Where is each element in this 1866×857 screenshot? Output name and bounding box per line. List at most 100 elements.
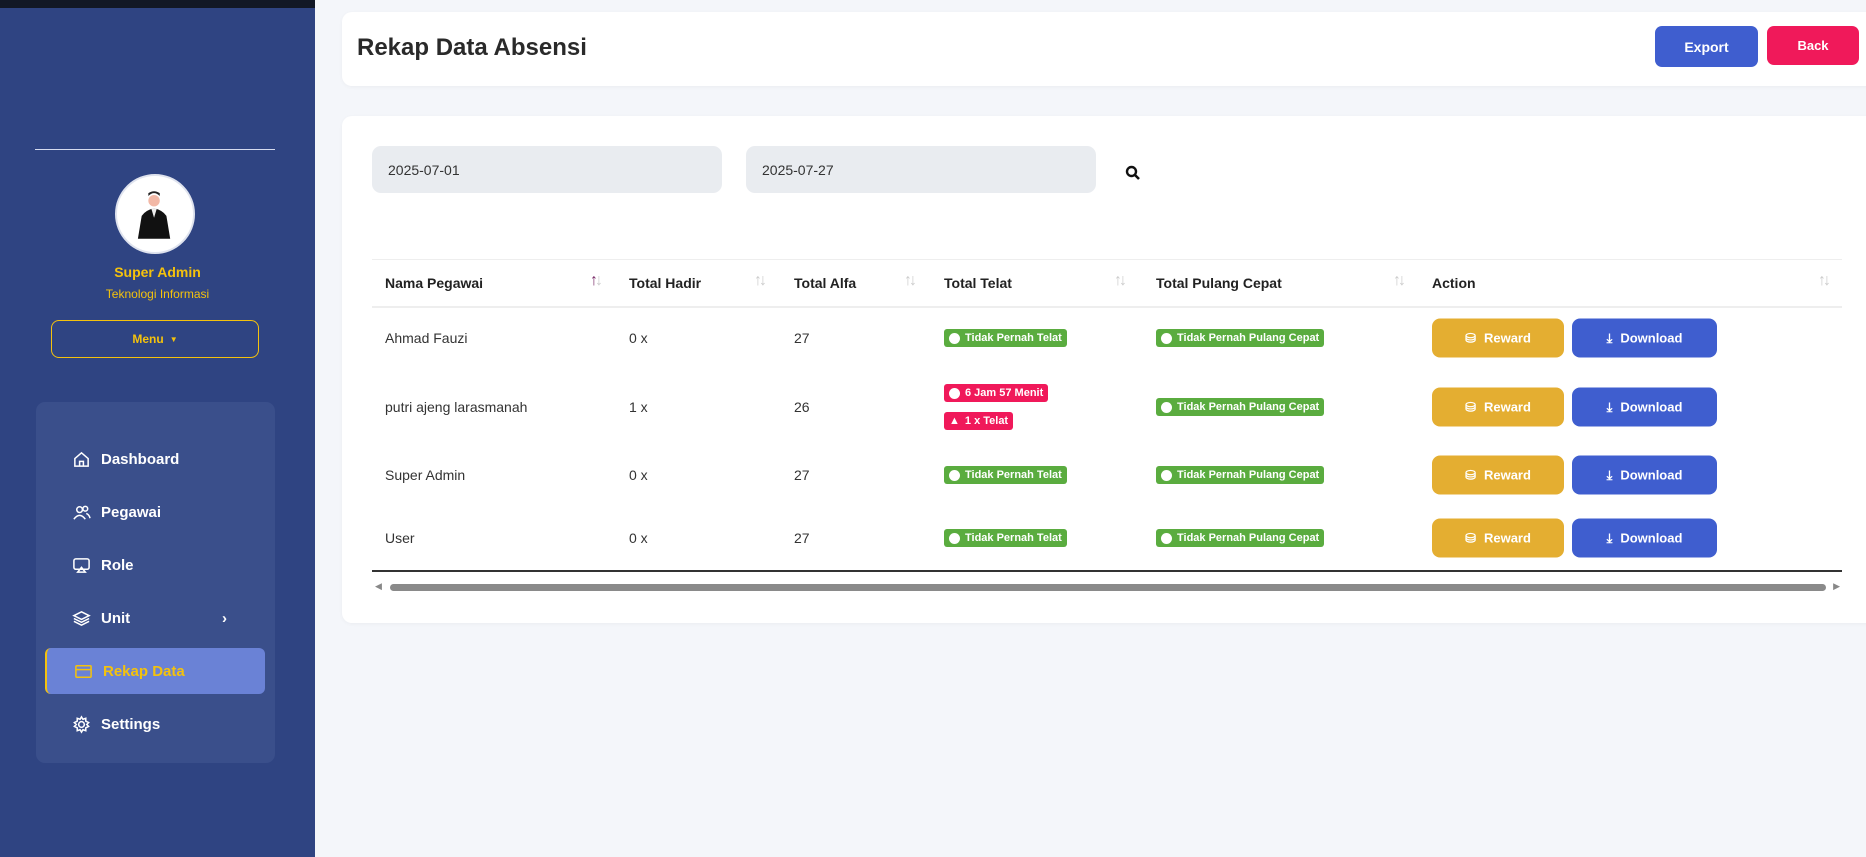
chevron-right-icon: › (222, 609, 227, 627)
badge-label: Tidak Pernah Pulang Cepat (1177, 332, 1320, 344)
col-header-hadir[interactable]: Total Hadir (629, 275, 702, 291)
total-hadir: 0 x (629, 530, 648, 546)
check-circle-icon (949, 469, 960, 481)
badge-label: Tidak Pernah Pulang Cepat (1177, 532, 1320, 544)
start-date-input[interactable]: 2025-07-01 (372, 146, 722, 193)
col-header-telat[interactable]: Total Telat (944, 275, 1012, 291)
badge-label: 1 x Telat (964, 415, 1009, 427)
end-date-input[interactable]: 2025-07-27 (746, 146, 1096, 193)
coins-icon: ⛁ (1465, 330, 1476, 345)
check-circle-icon (1161, 332, 1172, 344)
reward-button[interactable]: ⛁ Reward (1432, 387, 1564, 427)
sidebar-item-rekap-data[interactable]: Rekap Data (45, 648, 265, 694)
download-button[interactable]: ⤓ Download (1572, 387, 1717, 427)
page-title: Rekap Data Absensi (357, 34, 587, 61)
file-download-icon: ⤓ (1606, 467, 1613, 482)
sidebar-item-label: Settings (101, 715, 161, 733)
divider (35, 149, 275, 150)
user-name: Super Admin (114, 264, 201, 280)
user-unit: Teknologi Informasi (105, 287, 210, 301)
reward-label: Reward (1483, 530, 1531, 546)
sidebar-item-label: Unit (101, 609, 131, 627)
reward-button[interactable]: ⛁ Reward (1432, 455, 1564, 495)
reward-label: Reward (1483, 467, 1531, 483)
check-circle-icon (1161, 532, 1172, 544)
total-hadir: 0 x (629, 467, 648, 483)
download-label: Download (1620, 399, 1683, 415)
sort-icon[interactable]: ↑↓ (1393, 272, 1406, 289)
top-bar (0, 0, 315, 8)
home-icon (74, 451, 89, 467)
telat-badge: Tidak Pernah Telat (944, 329, 1067, 347)
sort-icon[interactable]: ↑↓ (904, 272, 917, 289)
reward-button[interactable]: ⛁ Reward (1432, 518, 1564, 558)
file-download-icon: ⤓ (1606, 330, 1613, 345)
sort-icon[interactable]: ↑↓ (1818, 272, 1831, 289)
menu-dropdown-button[interactable]: Menu ▼ (51, 320, 259, 358)
horizontal-scrollbar[interactable]: ◀ ▶ (375, 581, 1840, 591)
sidebar-item-dashboard[interactable]: Dashboard (45, 436, 265, 482)
telat-count-badge: ▲ 1 x Telat (944, 412, 1014, 430)
badge-label: Tidak Pernah Pulang Cepat (1177, 401, 1320, 413)
warning-icon: ▲ (949, 415, 960, 427)
sidebar-item-label: Dashboard (101, 450, 180, 468)
sidebar-item-label: Rekap Data (103, 662, 185, 680)
telat-badge: Tidak Pernah Telat (944, 466, 1067, 484)
users-icon (73, 505, 91, 520)
download-button[interactable]: ⤓ Download (1572, 518, 1717, 558)
total-hadir: 1 x (629, 399, 648, 415)
check-circle-icon (1161, 469, 1172, 481)
sort-asc-icon[interactable]: ↑ (590, 272, 598, 289)
avatar (115, 174, 195, 254)
coins-icon: ⛁ (1465, 530, 1476, 545)
pulang-badge: Tidak Pernah Pulang Cepat (1156, 529, 1325, 547)
check-circle-icon (1161, 401, 1172, 413)
file-download-icon: ⤓ (1606, 530, 1613, 545)
reward-label: Reward (1483, 399, 1531, 415)
col-header-pulang[interactable]: Total Pulang Cepat (1156, 275, 1282, 291)
nama-pegawai: putri ajeng larasmanah (385, 399, 528, 415)
nama-pegawai: User (385, 530, 415, 546)
telat-duration-badge: 6 Jam 57 Menit (944, 384, 1049, 402)
download-label: Download (1620, 330, 1683, 346)
export-button[interactable]: Export (1655, 26, 1758, 67)
monitor-icon (73, 557, 90, 573)
sidebar-item-role[interactable]: Role (45, 542, 265, 588)
col-header-alfa[interactable]: Total Alfa (794, 275, 857, 291)
col-header-nama[interactable]: Nama Pegawai (385, 275, 484, 291)
header-card (342, 12, 1866, 86)
check-circle-icon (949, 332, 960, 344)
sidebar-item-unit[interactable]: Unit › (45, 595, 265, 641)
menu-label: Menu (132, 332, 164, 346)
download-label: Download (1620, 467, 1683, 483)
back-button[interactable]: Back (1767, 26, 1859, 65)
sidebar-item-label: Role (101, 556, 134, 574)
total-hadir: 0 x (629, 330, 648, 346)
download-button[interactable]: ⤓ Download (1572, 455, 1717, 495)
sidebar-item-settings[interactable]: Settings (45, 701, 265, 747)
download-button[interactable]: ⤓ Download (1572, 318, 1717, 358)
sort-icon[interactable]: ↑↓ (1114, 272, 1127, 289)
total-alfa: 27 (794, 530, 810, 546)
total-alfa: 27 (794, 467, 810, 483)
sidebar-item-label: Pegawai (101, 503, 162, 521)
sort-icon[interactable]: ↑↓ (754, 272, 767, 289)
nama-pegawai: Ahmad Fauzi (385, 330, 468, 346)
reward-button[interactable]: ⛁ Reward (1432, 318, 1564, 358)
total-alfa: 26 (794, 399, 810, 415)
col-header-action[interactable]: Action (1432, 275, 1476, 291)
telat-badge: Tidak Pernah Telat (944, 529, 1067, 547)
coins-icon: ⛁ (1465, 399, 1476, 414)
download-label: Download (1620, 530, 1683, 546)
badge-label: Tidak Pernah Telat (965, 332, 1062, 344)
sidebar: Super Admin Teknologi Informasi Menu ▼ Da… (0, 8, 315, 857)
sidebar-nav: Dashboard Pegawai Role Unit › Rekap Data … (36, 402, 275, 763)
file-download-icon: ⤓ (1606, 399, 1613, 414)
total-alfa: 27 (794, 330, 810, 346)
sidebar-item-pegawai[interactable]: Pegawai (45, 489, 265, 535)
gear-icon (73, 714, 90, 734)
layers-icon (72, 610, 91, 626)
badge-label: 6 Jam 57 Menit (965, 387, 1044, 399)
search-icon[interactable] (1124, 164, 1142, 182)
check-circle-icon (949, 532, 960, 544)
